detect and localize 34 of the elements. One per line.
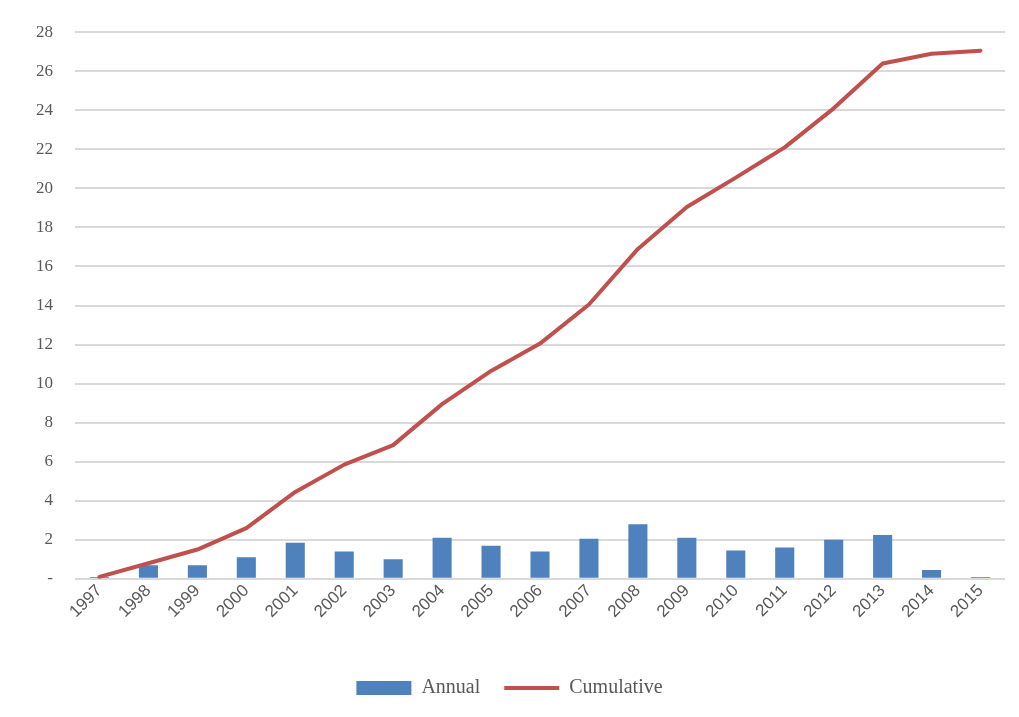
y-tick-label: 14: [36, 294, 54, 314]
bar: [138, 565, 158, 578]
y-tick-label: 8: [44, 412, 53, 432]
y-tick-label: 6: [44, 451, 53, 471]
bar: [530, 551, 550, 578]
bar: [236, 557, 256, 578]
y-tick-label: 16: [36, 255, 53, 275]
bar: [432, 537, 452, 578]
y-tick-label: -: [47, 568, 54, 588]
bar: [775, 547, 795, 578]
legend-label: Cumulative: [569, 675, 663, 698]
bar: [285, 542, 305, 578]
bar: [726, 550, 746, 578]
legend-label: Annual: [421, 675, 481, 698]
bar: [628, 524, 648, 578]
y-tick-label: 10: [36, 373, 53, 393]
bar: [383, 559, 403, 578]
y-tick-label: 22: [36, 138, 53, 158]
y-tick-label: 24: [36, 99, 54, 119]
y-tick-label: 12: [36, 334, 53, 354]
y-tick-label: 28: [36, 21, 53, 41]
bar: [579, 538, 599, 578]
bar: [481, 545, 501, 578]
y-tick-label: 4: [44, 490, 54, 510]
bar: [873, 534, 893, 578]
bar: [334, 551, 354, 578]
y-tick-label: 2: [44, 529, 53, 549]
bar: [922, 570, 942, 578]
bar: [824, 539, 844, 578]
bar: [187, 565, 207, 578]
bar: [677, 537, 697, 578]
y-tick-label: 18: [36, 216, 53, 236]
y-tick-label: 20: [36, 177, 53, 197]
y-tick-label: 26: [36, 60, 53, 80]
